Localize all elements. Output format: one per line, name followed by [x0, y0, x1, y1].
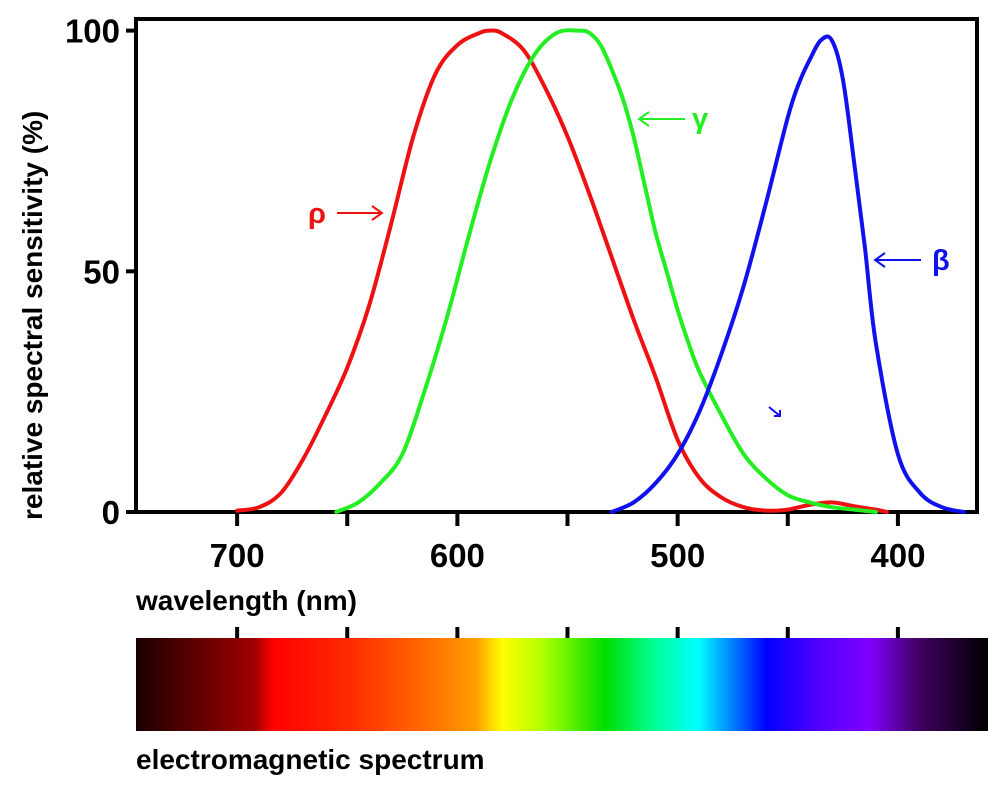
rho-curve	[235, 28, 889, 514]
rho-arrow-head-icon	[371, 205, 384, 221]
beta-label-text: β	[932, 245, 950, 277]
small-arrow-icon	[768, 406, 781, 417]
gamma-arrow-head-icon	[637, 111, 650, 127]
beta-arrow-head-icon	[873, 252, 886, 268]
y-axis-ticks: 0 50 100	[65, 13, 138, 531]
x-tick-label-700: 700	[210, 537, 265, 574]
gamma-curve	[334, 28, 878, 514]
y-axis-title: relative spectral sensitivity (%)	[17, 111, 48, 520]
rho-curve-label: ρ	[308, 198, 384, 230]
spectrum-ticks	[235, 627, 900, 638]
x-tick-label-500: 500	[650, 537, 705, 574]
x-axis-title: wavelength (nm)	[135, 585, 357, 616]
x-tick-label-400: 400	[870, 537, 925, 574]
beta-curve-label: β	[873, 245, 950, 277]
spectrum-label: electromagnetic spectrum	[136, 744, 485, 775]
y-tick-label-50: 50	[83, 253, 120, 290]
y-tick-label-100: 100	[65, 13, 120, 50]
sensitivity-curves	[235, 28, 966, 514]
beta-curve	[609, 34, 966, 514]
x-axis-ticks: 700 600 500 400	[210, 512, 925, 574]
spectrum-bar	[136, 638, 988, 731]
y-tick-label-0: 0	[102, 494, 120, 531]
gamma-curve-label: γ	[637, 103, 709, 135]
x-tick-label-600: 600	[430, 537, 485, 574]
gamma-label-text: γ	[692, 103, 709, 135]
plot-frame	[134, 17, 979, 514]
rho-label-text: ρ	[308, 198, 326, 230]
